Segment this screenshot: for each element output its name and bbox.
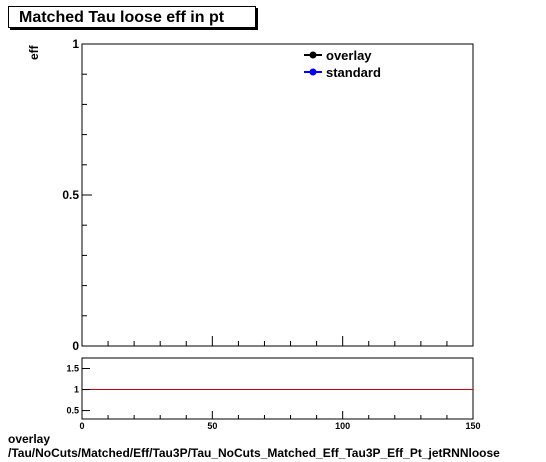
ratio-y-tick-label: 1.5 xyxy=(66,364,79,374)
y-tick-label: 0 xyxy=(72,339,79,353)
legend-label: overlay xyxy=(326,48,372,63)
legend-marker xyxy=(309,68,317,76)
ratio-x-tick-label: 50 xyxy=(207,421,217,431)
y-tick-label: 1 xyxy=(72,37,79,51)
y-axis-label: eff xyxy=(27,44,41,60)
legend-marker xyxy=(309,51,317,59)
main-frame xyxy=(81,43,474,347)
ratio-y-tick-label: 1 xyxy=(74,385,79,395)
legend-label: standard xyxy=(326,65,381,80)
main-panel: 0 0.5 1 overlay standard xyxy=(62,37,474,353)
ratio-x-tick-label: 0 xyxy=(79,421,84,431)
chart-title: Matched Tau loose eff in pt xyxy=(8,6,256,28)
ratio-x-tick-label: 100 xyxy=(335,421,350,431)
ratio-y-tick-label: 0.5 xyxy=(66,406,79,416)
ratio-x-tick-label: 150 xyxy=(465,421,480,431)
footer-label: overlay xyxy=(8,432,51,446)
footer-path: /Tau/NoCuts/Matched/Eff/Tau3P/Tau_NoCuts… xyxy=(8,446,500,460)
ratio-frame xyxy=(81,357,474,420)
ratio-panel: 0.5 1 1.5 0 50 100 150 xyxy=(66,357,481,431)
y-tick-label: 0.5 xyxy=(62,188,79,202)
